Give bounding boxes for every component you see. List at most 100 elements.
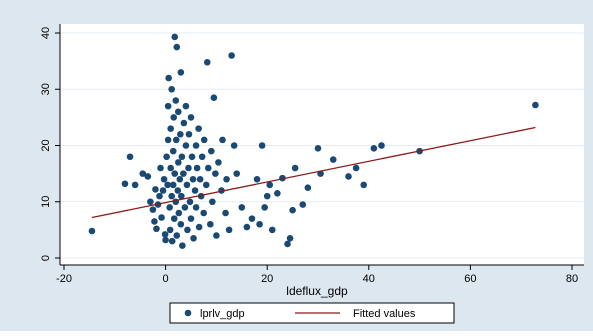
scatter-point-28	[168, 192, 175, 200]
scatter-point-55	[181, 204, 189, 211]
scatter-point-13	[157, 164, 164, 172]
scatter-point-94	[228, 52, 235, 59]
scatter-point-119	[352, 164, 360, 172]
scatter-point-9	[152, 186, 159, 193]
scatter-point-59	[184, 226, 191, 234]
scatter-point-33	[170, 114, 178, 121]
scatter-point-65	[188, 153, 196, 161]
scatter-point-39	[172, 136, 180, 144]
scatter-point-30	[168, 237, 176, 245]
scatter-point-4	[139, 170, 147, 177]
scatter-point-48	[177, 220, 185, 228]
scatter-point-96	[233, 170, 241, 177]
scatter-point-12	[156, 192, 163, 200]
x-tick-label-0: -20	[56, 273, 72, 285]
scatter-point-77	[200, 209, 207, 217]
scatter-point-105	[266, 181, 274, 189]
plot-area	[60, 24, 584, 265]
scatter-point-120	[360, 181, 368, 189]
scatter-point-117	[329, 156, 337, 163]
scatter-point-5	[144, 173, 152, 180]
scatter-point-45	[175, 209, 183, 217]
scatter-point-110	[286, 235, 294, 242]
scatter-point-60	[185, 164, 192, 172]
fitted-line-layer	[91, 126, 536, 219]
scatter-point-3	[131, 181, 139, 189]
scatter-point-32	[169, 147, 177, 155]
scatter-point-46	[176, 175, 184, 183]
scatter-point-31	[169, 181, 177, 189]
scatter-point-95	[230, 142, 238, 149]
scatter-point-111	[289, 206, 296, 214]
legend-marker-scatter	[184, 309, 192, 317]
scatter-point-50	[178, 192, 185, 200]
scatter-point-90	[219, 136, 226, 144]
fitted-values-line	[91, 126, 536, 219]
scatter-point-98	[243, 223, 251, 231]
scatter-point-7	[149, 206, 157, 213]
y-tick-label-1: 10	[40, 196, 52, 208]
scatter-point-83	[208, 147, 215, 155]
scatter-point-122	[378, 142, 385, 149]
scatter-point-40	[173, 43, 181, 51]
scatter-point-107	[274, 190, 281, 197]
scatter-point-70	[192, 204, 200, 211]
scatter-point-2	[126, 153, 134, 161]
scatter-point-10	[153, 225, 160, 233]
scatter-point-69	[192, 142, 200, 149]
scatter-point-25	[166, 226, 174, 234]
scatter-point-16	[160, 175, 168, 183]
scatter-point-113	[299, 201, 307, 208]
scatter-point-19	[163, 153, 170, 161]
x-tick-label-3: 40	[363, 273, 375, 285]
scatter-point-73	[195, 223, 203, 231]
axes: -20 0 20 40 60 80 0 10 20 30 40 ldeflux_gdp	[40, 24, 584, 298]
y-tick-label-0: 0	[40, 255, 52, 261]
scatter-point-58	[183, 181, 191, 189]
scatter-point-85	[210, 94, 218, 101]
scatter-point-23	[165, 74, 172, 82]
scatter-point-88	[215, 159, 222, 166]
scatter-point-29	[168, 85, 175, 93]
scatter-point-52	[179, 242, 186, 249]
scatter-point-49	[177, 69, 185, 76]
x-tick-label-1: 0	[163, 273, 169, 285]
scatter-point-115	[314, 145, 322, 152]
scatter-point-91	[222, 209, 229, 217]
y-tick-label-3: 30	[40, 83, 52, 95]
scatter-point-44	[175, 108, 182, 116]
x-axis-title: ldeflux_gdp	[286, 284, 348, 298]
scatter-point-82	[207, 220, 214, 228]
scatter-point-51	[178, 153, 186, 161]
scatter-point-66	[189, 175, 197, 183]
scatter-point-42	[174, 187, 182, 194]
scatter-point-20	[164, 181, 171, 189]
scatter-point-47	[177, 130, 184, 138]
scatter-point-15	[159, 187, 167, 194]
scatter-point-22	[164, 102, 172, 110]
scatter-point-74	[196, 175, 204, 183]
legend-label-scatter: lprlv_gdp	[200, 308, 245, 320]
y-tick-label-2: 20	[40, 139, 52, 151]
scatter-point-80	[203, 58, 211, 66]
scatter-point-102	[258, 142, 266, 149]
scatter-point-1	[121, 180, 129, 188]
scatter-point-18	[162, 236, 169, 244]
scatter-point-54	[180, 119, 188, 127]
scatter-point-124	[532, 101, 539, 109]
scatter-point-99	[248, 215, 256, 222]
scatter-point-24	[166, 204, 173, 211]
legend-label-fitted: Fitted values	[353, 308, 416, 320]
scatter-point-121	[370, 145, 378, 152]
x-tick-label-5: 80	[566, 273, 578, 285]
scatter-point-109	[284, 240, 291, 248]
scatter-point-78	[200, 136, 208, 144]
scatter-point-17	[161, 231, 169, 238]
scatter-point-86	[212, 170, 219, 177]
scatter-point-114	[304, 184, 312, 191]
scatter-point-106	[268, 226, 276, 234]
legend: lprlv_gdp Fitted values	[169, 302, 455, 324]
scatter-point-118	[345, 173, 352, 180]
